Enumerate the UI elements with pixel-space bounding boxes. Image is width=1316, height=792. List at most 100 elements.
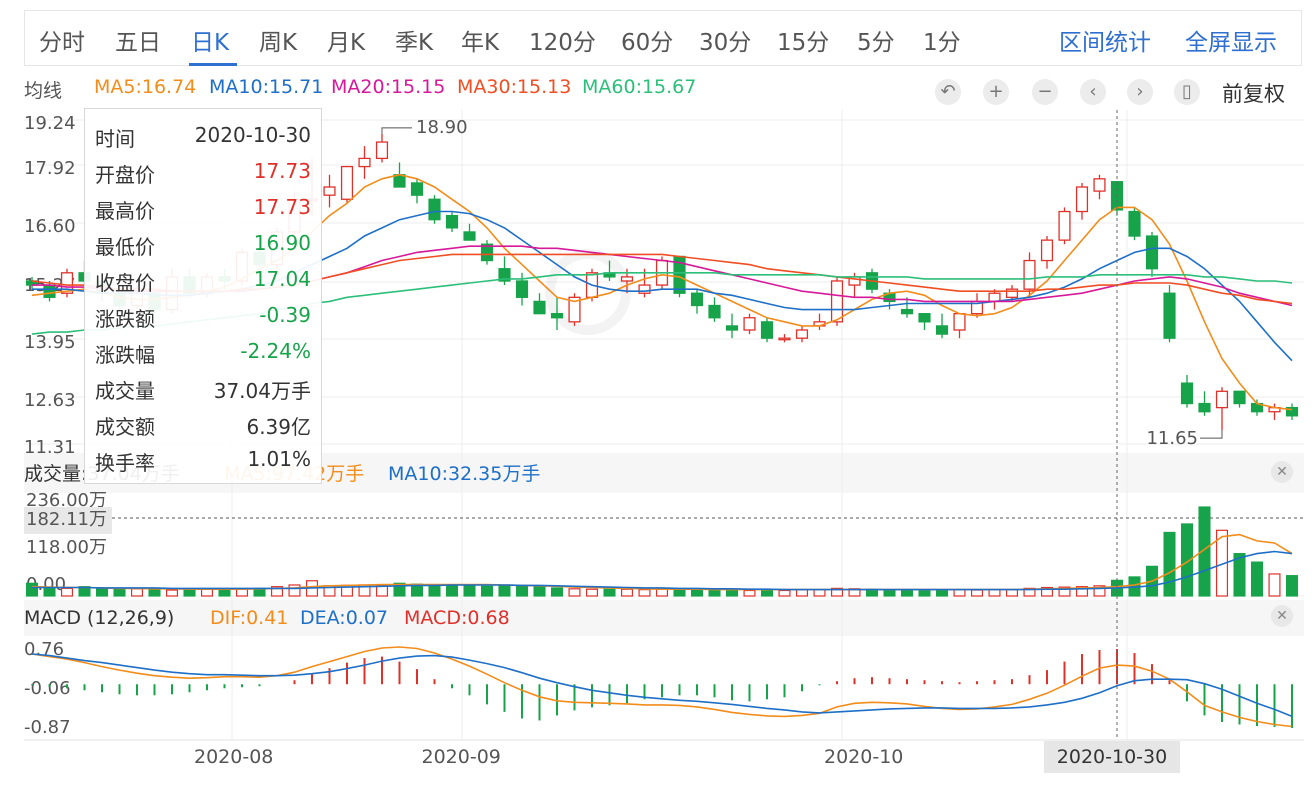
candle-body [393,174,406,188]
max-price-label: 18.90 [416,117,468,138]
volume-bar [725,589,739,597]
candle-body [1215,390,1229,409]
candle-body [1128,210,1141,237]
tooltip-value: -2.24% [240,339,311,363]
zoom-out-icon[interactable]: − [1032,79,1058,105]
tooltip-key: 涨跌幅 [95,343,155,367]
tab-8[interactable]: 60分 [621,30,674,56]
undo-icon[interactable]: ↶ [935,79,961,105]
tab-3[interactable]: 周K [259,30,298,56]
volume-bar [585,588,599,597]
zoom-in-icon[interactable]: + [983,79,1009,105]
volume-bar [148,588,161,597]
candle-body [690,292,704,307]
volume-bar [288,584,301,597]
volume-tick-label: 182.11万 [26,509,107,530]
volume-bar [60,587,74,597]
tab-4[interactable]: 月K [327,30,366,56]
tab-7[interactable]: 120分 [529,30,596,56]
tab-9[interactable]: 30分 [699,30,752,56]
volume-bar [743,589,756,597]
tooltip-key: 成交额 [95,415,155,439]
volume-bar [1180,523,1194,597]
macd-legend-item: MACD (12,26,9) [24,607,174,629]
tab-5[interactable]: 季K [395,30,434,56]
tooltip-value: 16.90 [253,231,311,255]
volume-bar [708,589,721,597]
candle-body [760,321,774,339]
pan-left-icon[interactable]: ‹ [1080,79,1106,105]
macd-tick-label: -0.87 [24,717,71,738]
volume-ma10-line [32,550,1293,591]
volume-bar [1163,531,1176,597]
ma-legend-item: MA20:15.15 [331,76,446,98]
tooltip-row: 成交量 37.04万手 [95,375,311,411]
volume-bar [1250,561,1264,597]
volume-bar [900,589,914,597]
volume-bar [935,589,949,597]
volume-bar [533,586,546,597]
candle-body [410,182,424,196]
close-macd-panel-button[interactable]: ✕ [1271,605,1293,627]
volume-bar [953,589,966,597]
volume-bar [1215,529,1229,597]
tooltip-key: 开盘价 [95,163,155,187]
candle-body [1075,186,1089,213]
tooltip-value: 1.01% [247,447,311,471]
volume-bar [1005,589,1019,597]
tooltip-row: 最低价 16.90 [95,231,311,267]
candle-body [1005,288,1019,298]
tooltip-row: 开盘价 17.73 [95,159,311,195]
candle-body [1145,235,1159,270]
candle-body [515,280,529,298]
tab-6[interactable]: 年K [461,30,500,56]
candle-body [1023,259,1036,290]
macd-legend-item: DEA:0.07 [300,607,388,629]
candle-body [1040,239,1054,262]
candle-body [1180,382,1194,405]
tooltip-value: 17.73 [253,159,311,183]
macd-tick-label: -0.06 [24,678,71,699]
range-stats-link[interactable]: 区间统计 [1059,30,1151,56]
macd-header-band [24,600,1304,636]
tab-10[interactable]: 15分 [777,30,830,56]
candle-body [463,231,476,241]
volume-tick-label: 236.00万 [26,490,107,511]
tooltip-row: 成交额 6.39亿 [95,411,311,447]
volume-ma5-line [31,533,1293,591]
volume-crosshair-label-bg [24,507,112,534]
candle-body [550,313,564,319]
price-adjust-selector[interactable]: 前复权 [1222,82,1285,106]
ma-legend-item: MA60:15.67 [582,76,697,98]
candle-body [935,325,949,335]
tooltip-value: 2020-10-30 [194,123,311,147]
tab-2[interactable]: 日K [191,30,230,56]
macd-legend-item: MACD:0.68 [404,607,510,629]
volume-bar [428,583,441,597]
volume-bar [673,589,686,597]
volume-bar [130,588,144,597]
tooltip-key: 最低价 [95,235,155,259]
volume-bar [1075,586,1089,597]
candle-body [358,157,371,168]
tooltip-key: 涨跌额 [95,307,155,331]
tab-12[interactable]: 1分 [923,30,961,56]
pan-right-icon[interactable]: › [1127,79,1153,105]
volume-bar [795,589,809,597]
ma-legend-label: 均线 [24,80,63,102]
volume-tick-label: 118.00万 [26,537,107,558]
tab-1[interactable]: 五日 [115,30,161,56]
candle-body [918,313,931,323]
volume-bar [970,589,984,597]
close-volume-panel-button[interactable]: ✕ [1271,461,1293,483]
volume-bar [603,588,616,597]
price-tick-label: 11.31 [24,437,76,458]
candle-body [1285,406,1299,417]
fullscreen-link[interactable]: 全屏显示 [1185,30,1277,56]
candle-body [1198,402,1211,413]
volume-bar [988,589,1001,597]
candle-toggle-icon[interactable]: ▯ [1174,79,1200,105]
tab-0[interactable]: 分时 [39,30,85,56]
tab-11[interactable]: 5分 [857,30,895,56]
tooltip-value: -0.39 [259,303,311,327]
